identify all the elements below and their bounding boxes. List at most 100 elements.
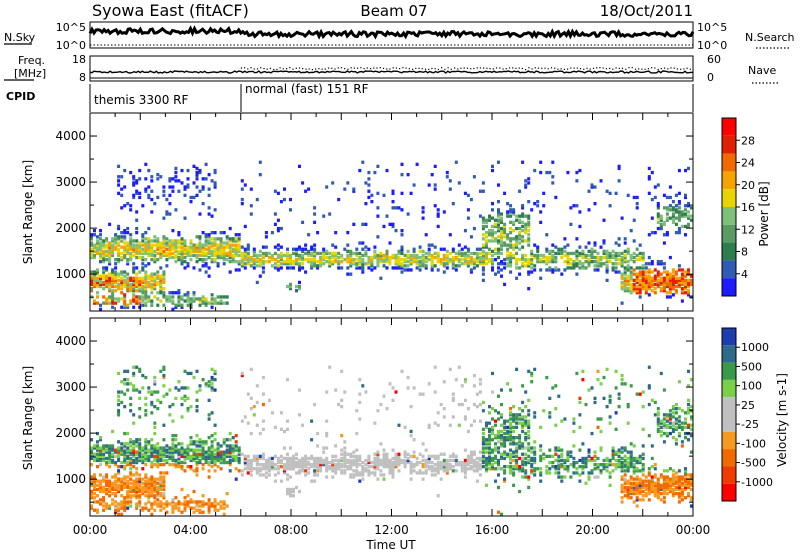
data-cell	[647, 280, 651, 285]
data-cell	[638, 272, 642, 276]
data-cell	[222, 231, 226, 235]
data-cell	[283, 446, 286, 450]
data-cell	[159, 456, 163, 461]
data-cell	[144, 440, 148, 444]
data-cell	[292, 467, 295, 471]
data-cell	[512, 440, 516, 444]
data-cell	[337, 197, 341, 202]
data-cell	[400, 369, 404, 373]
data-cell	[617, 166, 621, 171]
data-cell	[96, 500, 99, 504]
data-cell	[593, 255, 597, 260]
data-cell	[165, 444, 169, 448]
data-cell	[207, 241, 211, 245]
data-cell	[117, 508, 121, 512]
data-cell	[578, 425, 582, 429]
data-cell	[662, 193, 666, 197]
data-cell	[135, 282, 139, 287]
data-cell	[448, 251, 452, 256]
data-cell	[463, 458, 467, 463]
data-cell	[548, 268, 552, 272]
data-cell	[677, 214, 681, 218]
data-cell	[117, 371, 121, 376]
data-cell	[491, 208, 494, 212]
data-cell	[174, 208, 178, 212]
data-cell	[542, 260, 546, 264]
data-cell	[210, 243, 214, 247]
data-cell	[659, 434, 663, 438]
data-cell	[635, 247, 639, 251]
data-cell	[614, 253, 618, 258]
data-cell	[96, 508, 99, 512]
data-cell	[210, 502, 214, 506]
data-cell	[394, 258, 398, 262]
data-cell	[475, 463, 479, 467]
data-cell	[623, 479, 627, 483]
data-cell	[641, 483, 645, 487]
data-cell	[177, 502, 181, 506]
data-cell	[436, 423, 440, 427]
data-cell	[635, 469, 639, 473]
data-cell	[406, 173, 410, 177]
data-cell	[177, 255, 181, 260]
data-cell	[662, 289, 666, 293]
data-cell	[156, 504, 160, 508]
data-cell	[316, 260, 320, 264]
data-cell	[204, 235, 208, 239]
data-cell	[457, 258, 461, 262]
data-cell	[93, 270, 96, 274]
data-cell	[481, 436, 485, 440]
data-cell	[177, 301, 181, 305]
data-cell	[503, 241, 507, 245]
data-cell	[379, 460, 383, 465]
data-cell	[590, 260, 594, 264]
data-cell	[524, 185, 528, 189]
data-cell	[93, 301, 96, 305]
data-cell	[518, 469, 522, 473]
data-cell	[451, 396, 455, 400]
data-cell	[635, 274, 639, 278]
nave-point	[240, 67, 242, 69]
data-cell	[147, 276, 151, 280]
data-cell	[632, 463, 636, 467]
data-cell	[566, 266, 570, 270]
data-cell	[111, 498, 115, 502]
data-cell	[132, 262, 136, 266]
data-cell	[195, 508, 199, 512]
data-cell	[668, 489, 672, 494]
data-cell	[500, 231, 503, 235]
data-cell	[677, 191, 681, 195]
data-cell	[481, 233, 485, 237]
data-cell	[111, 251, 115, 256]
data-cell	[195, 235, 199, 239]
data-cell	[144, 284, 148, 289]
data-cell	[180, 460, 184, 465]
data-cell	[563, 465, 567, 469]
data-cell	[180, 448, 184, 452]
data-cell	[560, 475, 564, 479]
data-cell	[680, 268, 684, 272]
data-cell	[307, 187, 311, 191]
data-cell	[135, 492, 139, 496]
data-cell	[138, 450, 142, 454]
data-cell	[225, 504, 229, 508]
data-cell	[662, 487, 666, 492]
data-cell	[222, 454, 226, 458]
data-cell	[147, 274, 151, 278]
data-cell	[129, 477, 133, 481]
data-cell	[340, 456, 344, 461]
data-cell	[90, 481, 93, 485]
data-cell	[183, 398, 187, 402]
data-cell	[165, 264, 169, 268]
data-cell	[204, 454, 208, 458]
data-cell	[382, 477, 386, 481]
data-cell	[439, 262, 443, 266]
data-cell	[129, 402, 133, 407]
data-cell	[632, 471, 636, 475]
data-cell	[653, 475, 657, 479]
data-cell	[557, 394, 561, 398]
data-cell	[572, 204, 576, 208]
data-cell	[183, 469, 187, 473]
data-cell	[409, 477, 413, 481]
data-cell	[156, 297, 160, 301]
